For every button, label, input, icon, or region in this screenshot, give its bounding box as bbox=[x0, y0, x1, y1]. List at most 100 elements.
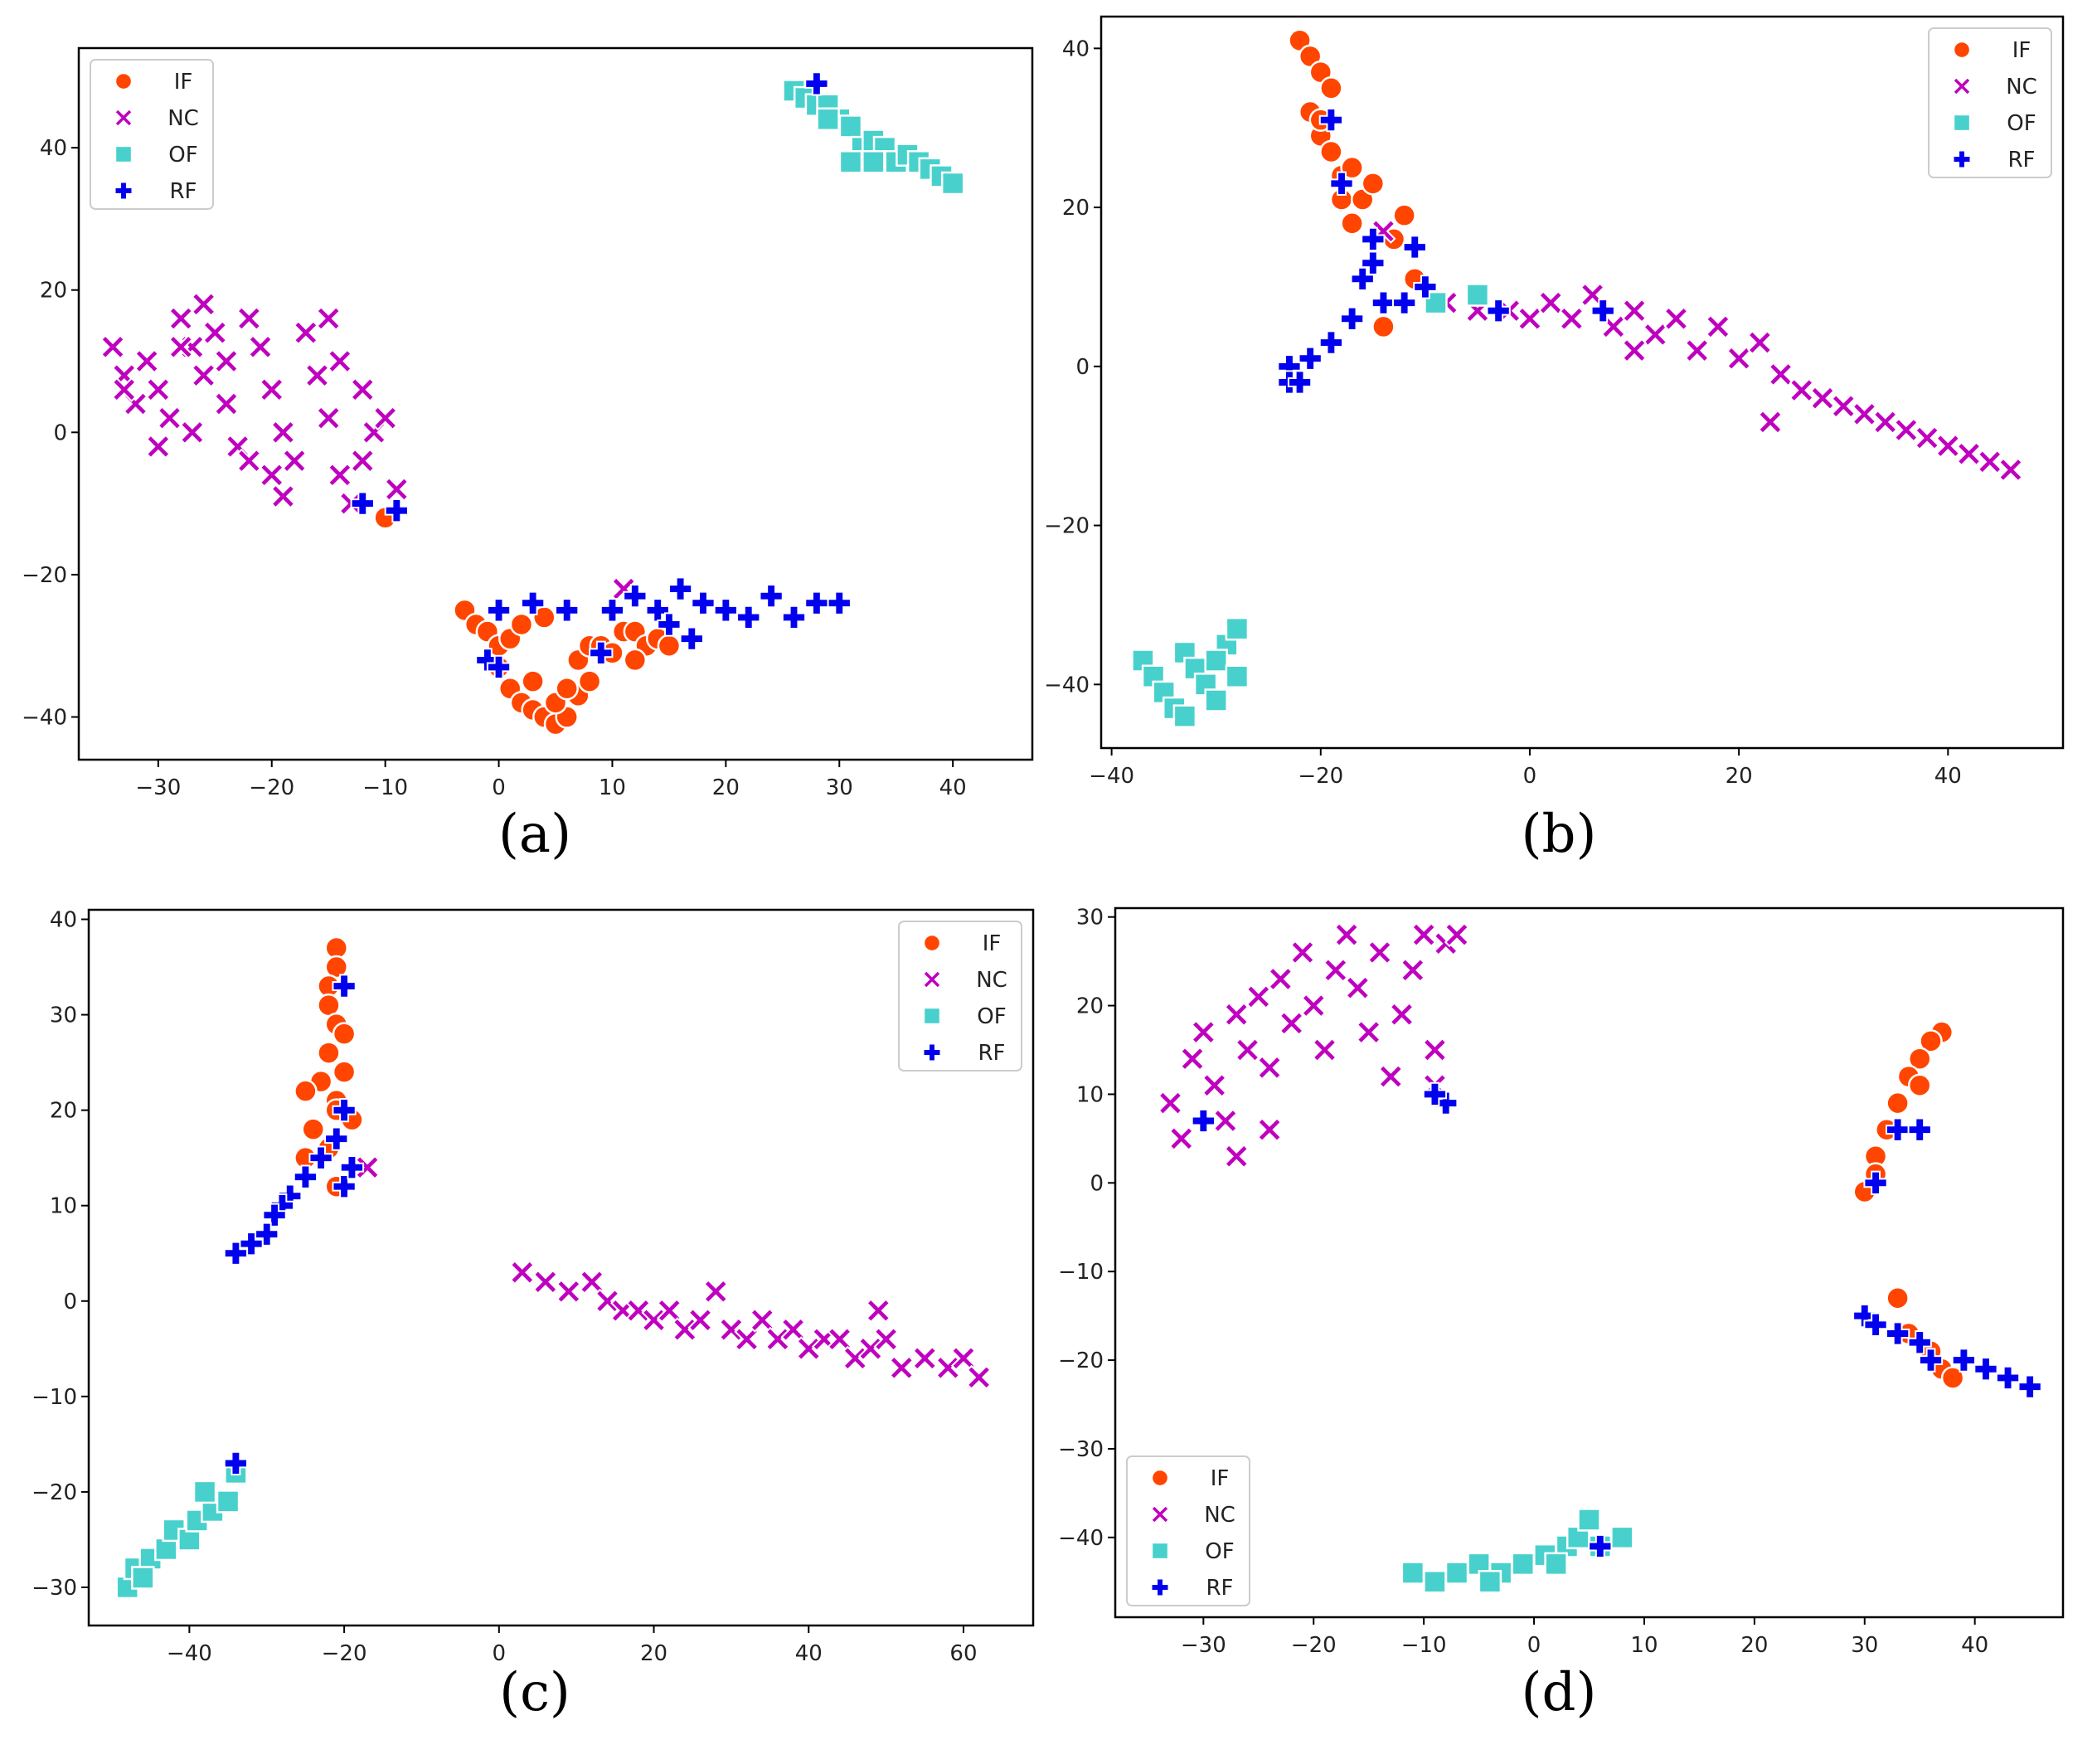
point-nc bbox=[1235, 1037, 1260, 1063]
legend-label-of: OF bbox=[977, 1004, 1006, 1029]
point-nc bbox=[1224, 1002, 1250, 1028]
point-nc bbox=[780, 1317, 806, 1343]
legend-label-if: IF bbox=[1211, 1466, 1230, 1491]
point-of bbox=[1423, 1570, 1447, 1594]
point-nc bbox=[145, 377, 171, 402]
point-nc bbox=[1852, 401, 1877, 427]
point-rf bbox=[324, 1126, 349, 1151]
legend: IF NC OF RF bbox=[898, 921, 1022, 1072]
legend-marker bbox=[114, 182, 133, 200]
point-nc bbox=[1915, 425, 1940, 451]
point-nc bbox=[796, 1336, 822, 1362]
point-rf bbox=[332, 1174, 357, 1199]
point-rf bbox=[1885, 1117, 1910, 1142]
point-rf bbox=[1361, 226, 1386, 252]
legend-label-rf: RF bbox=[169, 179, 197, 204]
x-tick-label: 20 bbox=[640, 1641, 667, 1666]
point-rf bbox=[1863, 1312, 1888, 1337]
point-nc bbox=[293, 320, 318, 346]
point-nc bbox=[1789, 377, 1814, 403]
plot-area bbox=[1101, 17, 2063, 748]
legend-marker bbox=[923, 1043, 941, 1062]
point-rf bbox=[2017, 1374, 2042, 1399]
point-rf bbox=[759, 584, 784, 609]
legend-label-if: IF bbox=[174, 70, 193, 95]
y-tick-label: −20 bbox=[22, 563, 67, 588]
point-of bbox=[940, 171, 965, 196]
point-nc bbox=[1757, 409, 1784, 435]
point-rf bbox=[1486, 299, 1511, 323]
point-of bbox=[1225, 616, 1250, 641]
y-tick-label: 30 bbox=[50, 1003, 77, 1028]
legend-marker-if bbox=[1953, 41, 1971, 59]
point-nc bbox=[1663, 306, 1689, 332]
point-rf bbox=[1318, 330, 1344, 355]
legend-marker bbox=[1952, 76, 1972, 96]
legend-marker bbox=[1150, 1504, 1170, 1524]
point-nc bbox=[1323, 957, 1348, 983]
x-tick-label: 30 bbox=[1851, 1633, 1878, 1658]
legend-label-of: OF bbox=[1205, 1539, 1234, 1564]
panel-d: −30 −20 −10 0 10 20 30 40 −40 −30 −20 −10 0 10 20 30 IF N… bbox=[1058, 906, 2065, 1723]
point-rf bbox=[827, 590, 852, 615]
point-nc bbox=[316, 305, 342, 332]
x-tick-label: −10 bbox=[1401, 1633, 1447, 1658]
point-of bbox=[838, 114, 863, 138]
legend-box bbox=[1928, 27, 2052, 178]
point-if bbox=[657, 634, 682, 658]
point-if bbox=[577, 669, 602, 693]
legend-marker bbox=[1953, 41, 1971, 59]
legend-marker-nc bbox=[922, 969, 942, 989]
point-if bbox=[1340, 155, 1364, 180]
legend-box bbox=[1126, 1455, 1250, 1606]
legend-marker bbox=[1151, 1542, 1169, 1560]
x-tick-label: 20 bbox=[1740, 1633, 1768, 1658]
point-nc bbox=[1301, 993, 1327, 1018]
x-tick-label: 0 bbox=[492, 775, 506, 800]
point-rf bbox=[1318, 107, 1344, 133]
point-if bbox=[317, 1041, 341, 1065]
x-tick-label: 40 bbox=[1961, 1633, 1988, 1658]
panel-a: −30 −20 −10 0 10 20 30 40 −40 −20 0 20 40 IF NC OF RF (a) bbox=[22, 46, 1034, 865]
legend-label-nc: NC bbox=[2006, 75, 2037, 100]
legend-box bbox=[898, 921, 1022, 1072]
x-tick-label: −20 bbox=[322, 1641, 367, 1666]
x-tick-label: 40 bbox=[939, 775, 967, 800]
legend-label-rf: RF bbox=[2007, 148, 2035, 173]
point-nc bbox=[247, 334, 274, 360]
point-if bbox=[1361, 172, 1386, 196]
legend-marker bbox=[1151, 1469, 1169, 1487]
x-tick-label: −10 bbox=[362, 775, 408, 800]
x-tick-label: −20 bbox=[1291, 1633, 1337, 1658]
point-nc bbox=[1289, 940, 1316, 965]
legend-marker bbox=[923, 1007, 941, 1025]
legend-marker-of bbox=[1953, 114, 1971, 132]
x-tick-label: 40 bbox=[795, 1641, 823, 1666]
point-nc bbox=[1893, 417, 1919, 443]
legend-marker bbox=[114, 72, 133, 90]
point-rf bbox=[1392, 290, 1417, 315]
y-tick-label: 0 bbox=[63, 1290, 77, 1314]
point-rf bbox=[339, 1155, 365, 1180]
y-tick-label: −20 bbox=[32, 1480, 77, 1505]
legend-marker-rf bbox=[923, 1043, 941, 1062]
y-tick-label: −10 bbox=[1058, 1260, 1104, 1285]
point-rf bbox=[223, 1241, 249, 1266]
legend-box bbox=[90, 59, 214, 210]
x-tick-label: 0 bbox=[1523, 764, 1537, 789]
point-if bbox=[509, 612, 534, 637]
point-nc bbox=[912, 1345, 938, 1371]
legend-marker-nc bbox=[1150, 1504, 1170, 1524]
point-rf bbox=[1339, 306, 1365, 331]
legend-label-rf: RF bbox=[1206, 1576, 1233, 1601]
legend-marker-nc bbox=[114, 108, 133, 128]
point-of bbox=[216, 1489, 240, 1514]
x-tick-label: −20 bbox=[249, 775, 294, 800]
point-rf bbox=[1361, 250, 1386, 275]
point-if bbox=[1319, 76, 1343, 100]
point-of bbox=[1610, 1525, 1634, 1550]
point-nc bbox=[1212, 1108, 1238, 1134]
point-rf bbox=[520, 590, 546, 615]
point-rf bbox=[623, 584, 648, 609]
point-nc bbox=[657, 1298, 682, 1324]
